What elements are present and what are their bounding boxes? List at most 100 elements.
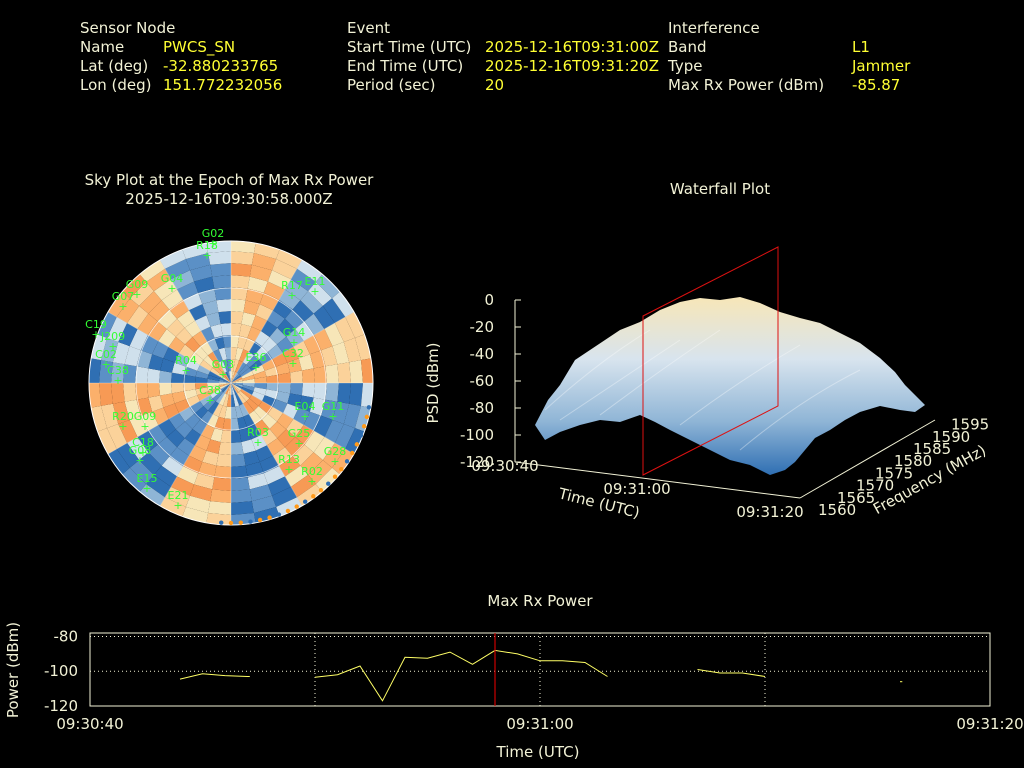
sky-heat-cell [218,347,227,361]
sky-heat-cell [199,395,213,407]
sky-heat-cell [293,407,310,425]
sky-heat-cell [231,383,239,394]
sky-heat-cell [261,413,277,429]
sky-heat-cell [246,398,259,411]
sky-heat-cell [277,413,294,430]
sky-heat-cell [152,341,169,359]
sky-heat-cell [231,477,250,491]
sky-heat-cell [251,495,277,513]
sky-heat-cell [273,447,293,467]
sky-heat-cell [89,333,107,361]
sky-edge-dot [267,515,272,520]
power-plot-x-ticks: 09:30:40 09:31:00 09:31:20 [56,715,1023,733]
sky-heat-cell [242,374,255,381]
sky-heat-cell [231,383,234,395]
sky-heat-cell [183,389,198,400]
sky-heat-cell [157,437,177,457]
sky-heat-cell [183,292,203,311]
sky-heat-cell [177,438,195,456]
sky-heat-cell [99,383,113,406]
waterfall-z-ticks: 0 -20 -40 -60 -80 -100 -120 [460,291,521,471]
power-x-tick-label: 09:31:20 [956,715,1023,733]
sky-heat-cell [243,351,255,365]
satellite-marker: + [118,300,127,313]
power-plot-y-ticks: -80 -100 -120 [44,627,78,715]
sky-heat-cell [123,364,137,383]
sky-heat-cell [106,290,130,317]
sky-heat-cell [247,326,261,342]
sky-heat-cell [255,445,273,462]
sky-edge-dot [366,405,372,410]
sky-heat-cell [242,385,255,392]
sky-heat-cell [313,305,335,329]
sky-heat-cell [166,429,185,448]
sky-heat-cell [321,399,338,420]
waterfall-freq-tick-label: 1590 [932,428,970,446]
sky-heat-cell [231,373,241,383]
sky-heat-cell [261,337,277,353]
sky-heat-cell [266,383,279,392]
event-end-label: End Time (UTC) [347,57,464,75]
sky-heat-cell [235,405,244,419]
sky-heat-cell [135,366,149,383]
sky-heat-cell [332,449,356,476]
waterfall-freq-tick-label: 1595 [951,416,989,434]
sky-heat-cell [231,347,238,360]
sky-heat-cell [95,311,117,338]
satellite-marker: + [101,358,110,371]
sky-heat-cell [237,392,247,404]
sky-heat-cell [283,403,299,419]
sky-heat-cell [185,413,201,429]
satellite-label: G09 [126,278,149,291]
sky-heat-cell [255,419,270,435]
satellite-marker: + [289,336,298,349]
sky-heat-cell [239,349,249,363]
sky-heat-cell [207,385,220,392]
sky-heat-cell [222,335,231,348]
sensor-name-value: PWCS_SN [163,38,236,56]
sky-heat-cell [324,419,344,443]
sky-heat-cell [208,387,221,395]
sky-heat-cell [264,366,279,377]
sky-spoke [159,259,232,384]
satellite-label: C19 [85,318,107,331]
sky-heat-cell [349,383,363,406]
sky-heat-cell [171,362,186,375]
sky-heat-cell [183,366,198,377]
sky-edge-dot [326,481,331,486]
power-plot-title: Max Rx Power [487,592,593,610]
satellite-marker: + [108,340,117,353]
sky-heat-cell [324,323,344,347]
satellite-label: G04 [161,272,184,285]
power-plot: -80 -100 -120 09:30:40 09:31:00 09:31:20 Pow… [4,622,1024,761]
sky-edge-dot [344,459,350,464]
sky-heat-cell [111,362,125,383]
sky-heat-cell [210,323,223,338]
sky-heat-cell [226,371,231,383]
sky-heat-cell [315,272,342,299]
sky-heat-cell [332,342,350,365]
sky-heat-cell [222,394,229,407]
satellite-label: R03 [247,426,269,439]
sky-heat-cell [179,344,195,359]
sky-heat-cell [219,380,231,383]
sky-spoke [107,382,232,455]
event-end-value: 2025-12-16T09:31:20Z [485,57,659,75]
sky-heat-cell [201,424,215,440]
sky-heat-cell [129,329,148,351]
satellite-marker: + [300,410,309,423]
satellite-label: E11 [305,275,326,288]
sky-heat-cell [208,501,231,515]
sky-heat-cell [163,403,179,419]
sky-heat-cell [101,337,119,363]
sky-edge-dot [311,494,316,499]
sky-edge-dot [228,520,234,526]
sky-heat-cell [226,394,231,407]
satellite-marker: + [307,475,316,488]
sky-heat-cell [264,389,279,400]
sky-plot-subtitle: 2025-12-16T09:30:58.000Z [125,190,333,208]
sky-plot: G02+R18+G04+G09+G07+C19+ J209+C02+C38+R04… [85,227,374,526]
sky-heat-cell [185,495,211,513]
sky-heat-cell [177,310,195,328]
waterfall-z-tick-label: -100 [460,426,494,444]
